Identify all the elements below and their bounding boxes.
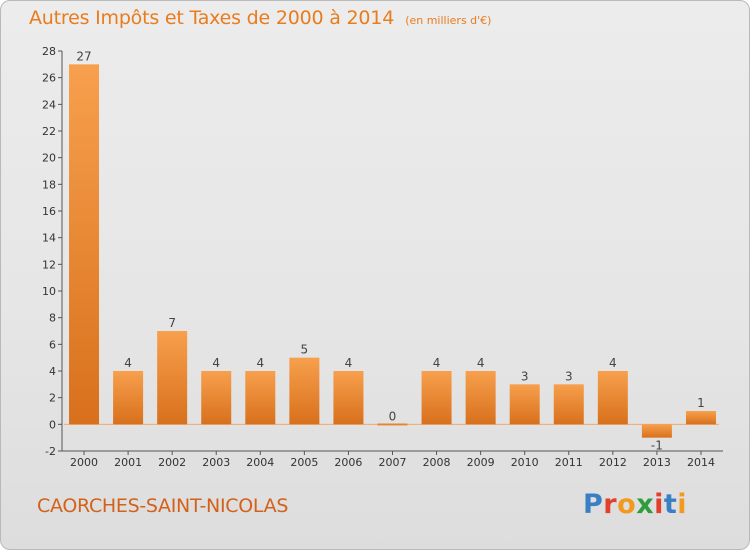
y-tick-label: 16: [42, 205, 56, 218]
bar-value-label: -1: [651, 439, 663, 453]
bar-value-label: 27: [76, 49, 91, 63]
y-tick-label: -2: [45, 445, 56, 458]
y-tick-label: 22: [42, 125, 56, 138]
x-tick-label: 2008: [423, 456, 451, 469]
bar-value-label: 7: [168, 316, 176, 330]
x-tick-label: 2011: [555, 456, 583, 469]
proxiti-logo[interactable]: Proxiti: [583, 489, 687, 520]
x-tick-label: 2000: [70, 456, 98, 469]
x-tick-label: 2012: [599, 456, 627, 469]
bar: [333, 371, 364, 425]
y-tick-label: 6: [49, 338, 56, 351]
logo-letter: i: [677, 489, 688, 520]
logo-letter: t: [663, 489, 678, 520]
logo-letter: r: [603, 489, 618, 520]
bar: [377, 423, 408, 426]
chart-title-text: Autres Impôts et Taxes de 2000 à 2014: [29, 7, 395, 29]
y-tick-label: 8: [49, 312, 56, 325]
y-tick-label: 12: [42, 258, 56, 271]
x-tick-label: 2010: [511, 456, 539, 469]
x-tick-label: 2004: [246, 456, 274, 469]
chart-title: Autres Impôts et Taxes de 2000 à 2014 (e…: [29, 7, 491, 29]
bar: [509, 384, 540, 425]
bar: [69, 64, 100, 425]
x-tick-label: 2007: [379, 456, 407, 469]
y-tick-label: 28: [42, 45, 56, 58]
y-tick-label: 18: [42, 178, 56, 191]
bar-value-label: 4: [212, 356, 220, 370]
x-tick-label: 2009: [467, 456, 495, 469]
bar: [289, 357, 320, 425]
y-tick-label: 26: [42, 72, 56, 85]
bar-value-label: 3: [521, 369, 529, 383]
x-tick-label: 2006: [334, 456, 362, 469]
bar: [685, 411, 716, 425]
x-tick-label: 2001: [114, 456, 142, 469]
y-tick-label: 20: [42, 152, 56, 165]
bar-value-label: 0: [389, 409, 397, 423]
logo-letter: x: [636, 489, 655, 520]
x-tick-label: 2014: [687, 456, 715, 469]
y-tick-label: 10: [42, 285, 56, 298]
bar: [421, 371, 452, 425]
x-tick-label: 2005: [290, 456, 318, 469]
bar: [553, 384, 584, 425]
bar-value-label: 1: [697, 396, 705, 410]
logo-letter: o: [617, 489, 637, 520]
bar: [113, 371, 144, 425]
bar-value-label: 4: [433, 356, 441, 370]
chart-unit-label: (en milliers d'€): [405, 14, 492, 27]
y-tick-label: 2: [49, 392, 56, 405]
x-tick-label: 2013: [643, 456, 671, 469]
bar-value-label: 4: [345, 356, 353, 370]
bar: [245, 371, 276, 425]
bar: [201, 371, 232, 425]
commune-name: CAORCHES-SAINT-NICOLAS: [37, 495, 289, 517]
bar-value-label: 4: [256, 356, 264, 370]
logo-letter: P: [583, 489, 604, 520]
bar-value-label: 5: [301, 343, 309, 357]
bar: [157, 331, 188, 425]
bar-value-label: 4: [609, 356, 617, 370]
bar: [465, 371, 496, 425]
y-tick-label: 0: [49, 418, 56, 431]
logo-letter: i: [654, 489, 664, 520]
y-tick-label: 4: [49, 365, 56, 378]
bar: [597, 371, 628, 425]
bar-value-label: 3: [565, 369, 573, 383]
x-tick-label: 2002: [158, 456, 186, 469]
bar: [641, 424, 672, 438]
bar-value-label: 4: [124, 356, 132, 370]
x-tick-label: 2003: [202, 456, 230, 469]
bar-value-label: 4: [477, 356, 485, 370]
y-tick-label: 14: [42, 232, 56, 245]
y-tick-label: 24: [42, 98, 56, 111]
